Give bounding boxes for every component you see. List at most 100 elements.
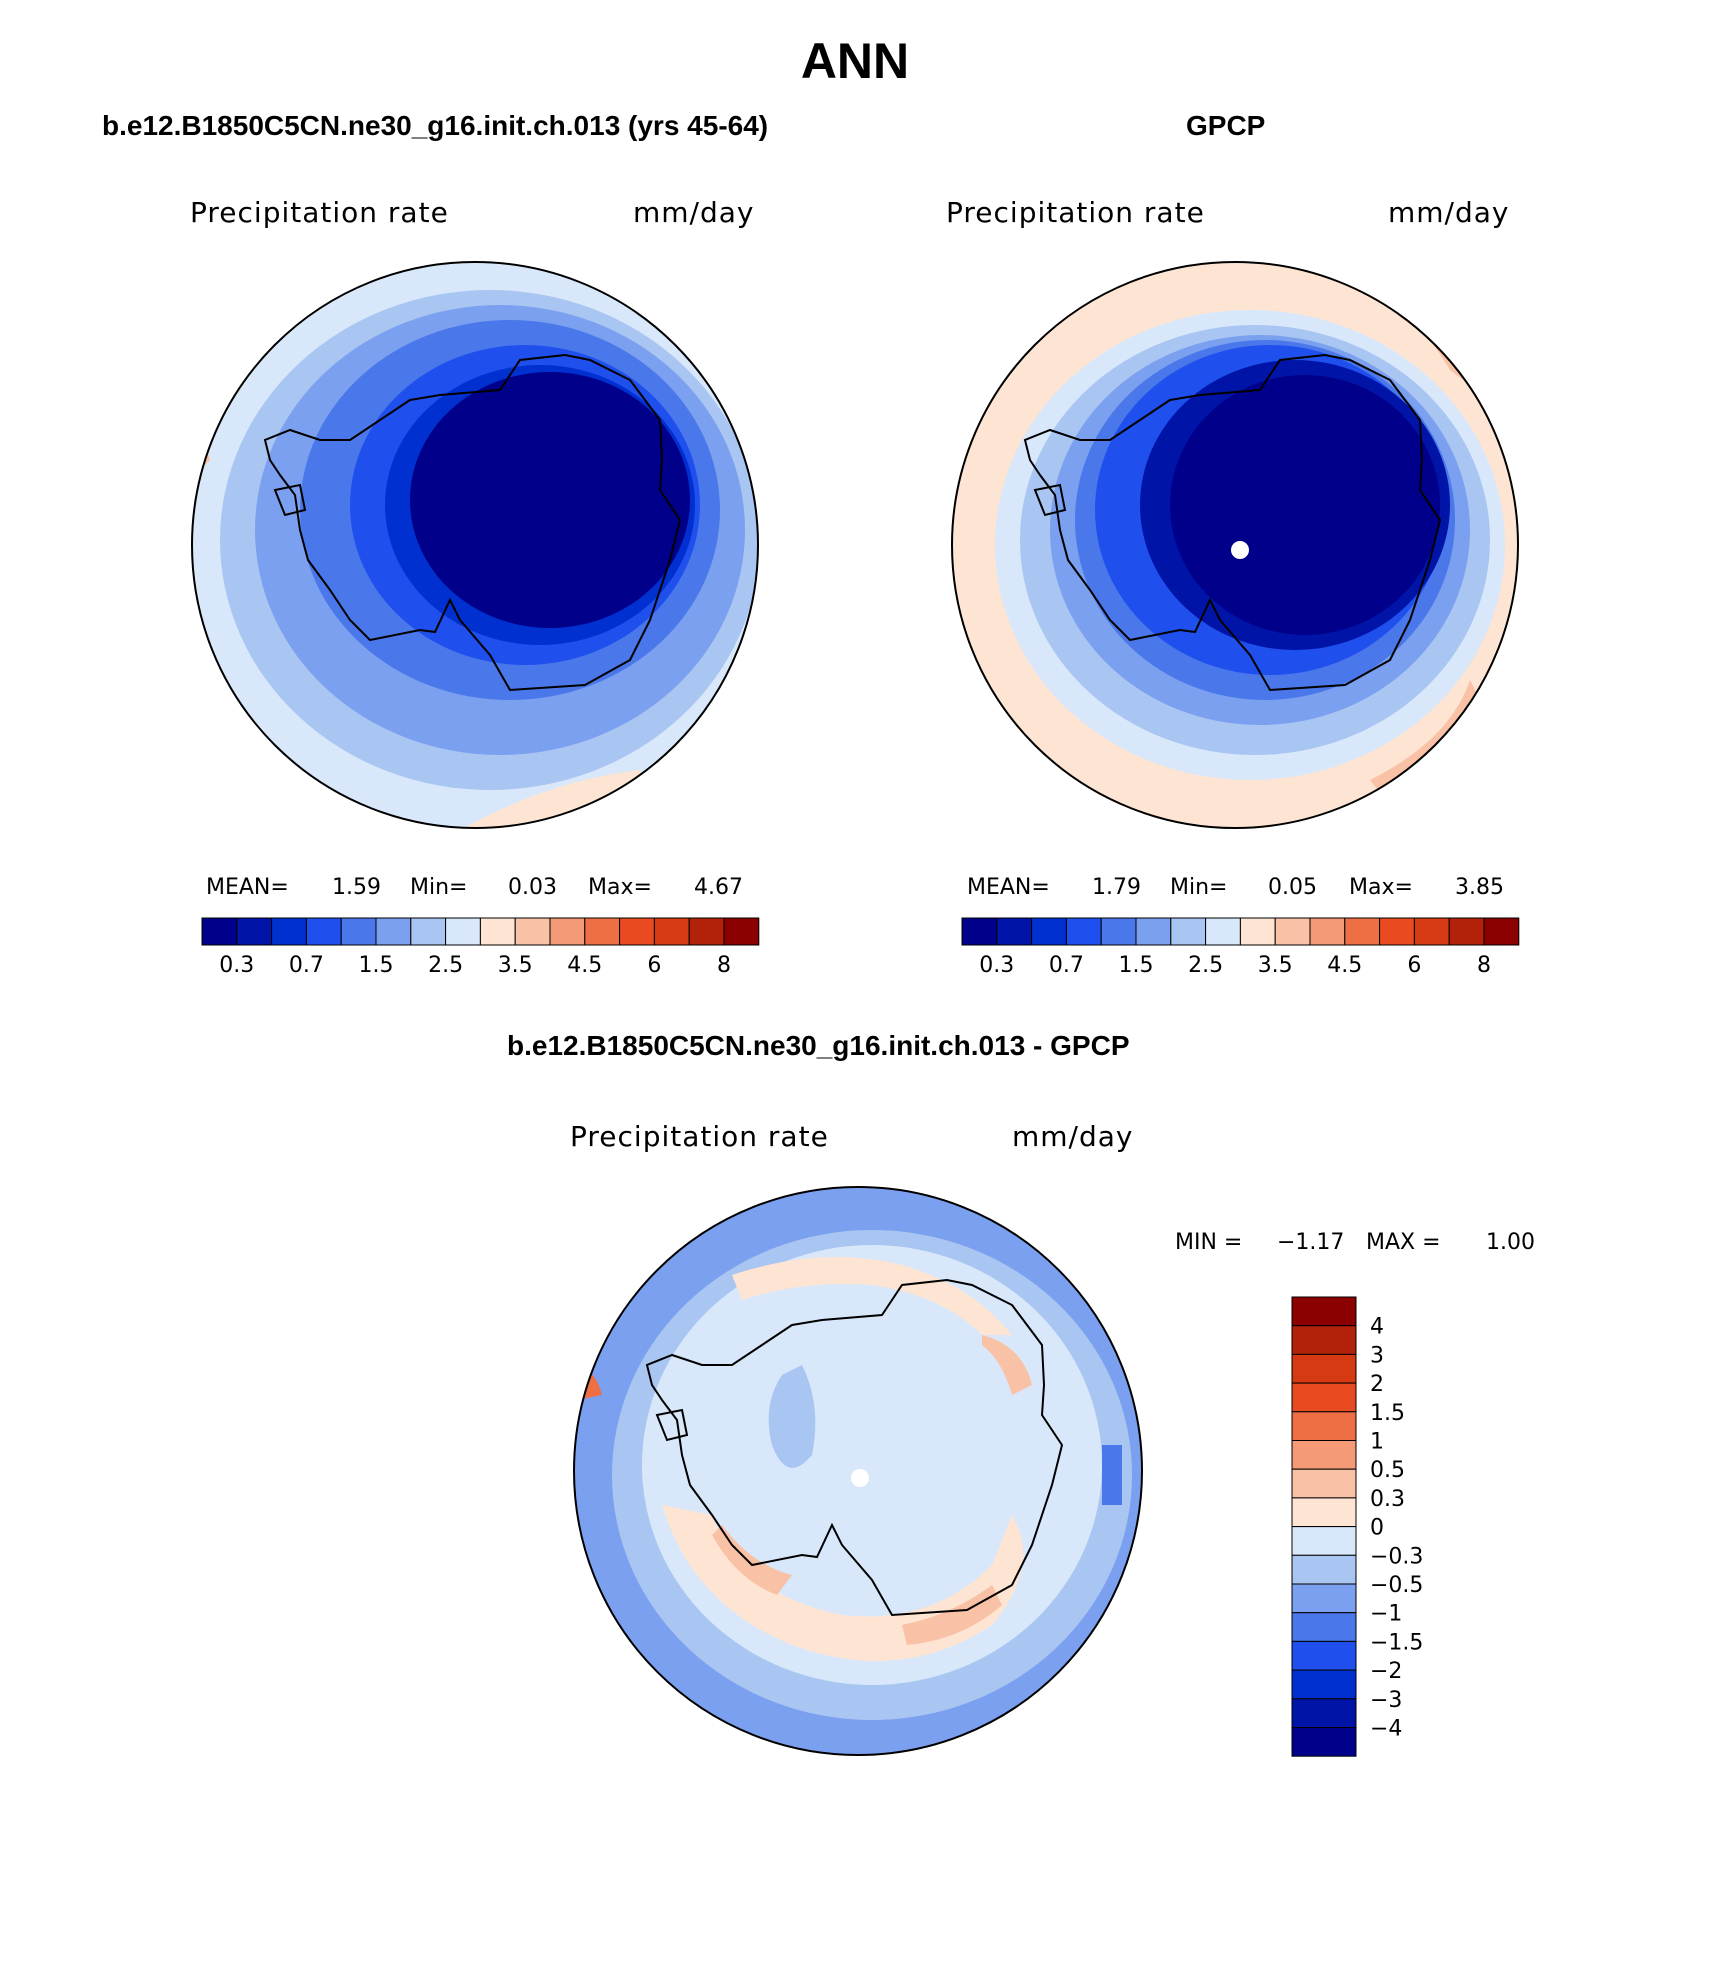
colorbar-tick-label: 4.5 bbox=[1327, 953, 1362, 978]
colorbar-cell bbox=[271, 917, 307, 946]
panel-1-max-value: 4.67 bbox=[694, 875, 743, 900]
colorbar-cell bbox=[1031, 917, 1067, 946]
colorbar-cell bbox=[1291, 1526, 1357, 1556]
diff-band-0-3 bbox=[982, 1335, 1032, 1395]
colorbar-cell bbox=[1291, 1612, 1357, 1642]
map-border bbox=[951, 261, 1519, 829]
colorbar-tick-label: −0.3 bbox=[1370, 1544, 1423, 1569]
colorbar-cell bbox=[1065, 917, 1102, 946]
colorbar-cell bbox=[1291, 1382, 1357, 1413]
panel-2-max-value: 3.85 bbox=[1455, 875, 1504, 900]
colorbar-tick-label: −4 bbox=[1370, 1717, 1402, 1742]
panel-1-colorbar: 0.3 0.7 1.5 2.5 3.5 4.5 6 8 bbox=[201, 917, 760, 978]
panel-2-colorbar: 0.3 0.7 1.5 2.5 3.5 4.5 6 8 bbox=[961, 917, 1520, 978]
colorbar-cell bbox=[1309, 917, 1346, 946]
colorbar-tick-label: 2.5 bbox=[428, 953, 463, 978]
colorbar-cell bbox=[1448, 917, 1485, 946]
precip-band-0-3 bbox=[410, 372, 690, 628]
colorbar-cell bbox=[479, 917, 516, 946]
colorbar-cell bbox=[1170, 917, 1207, 946]
colorbar-cell bbox=[1291, 1583, 1357, 1614]
colorbar-tick-label: 2 bbox=[1370, 1372, 1384, 1397]
colorbar-tick-label: 1 bbox=[1370, 1430, 1384, 1455]
colorbar-cell bbox=[1413, 917, 1450, 946]
colorbar-tick-label: 0.3 bbox=[979, 953, 1014, 978]
panel-2-polar-map bbox=[951, 261, 1519, 829]
colorbar-cell bbox=[1291, 1727, 1357, 1757]
colorbar-tick-label: 1.5 bbox=[1370, 1401, 1405, 1426]
colorbar-cell bbox=[340, 917, 377, 946]
colorbar-cell bbox=[688, 917, 725, 946]
colorbar-cell bbox=[305, 917, 342, 946]
colorbar-tick-label: 3 bbox=[1370, 1343, 1384, 1368]
colorbar-cell bbox=[723, 917, 760, 946]
panel-3-min-label: MIN = bbox=[1175, 1230, 1243, 1255]
precip-band-0-1 bbox=[1170, 375, 1440, 635]
colorbar-cell bbox=[201, 917, 238, 946]
colorbar-cell bbox=[1344, 917, 1381, 946]
colorbar-cell bbox=[1135, 917, 1172, 946]
colorbar-tick-label: −3 bbox=[1370, 1688, 1402, 1713]
ice-shelf-outline bbox=[655, 1408, 689, 1442]
colorbar-cell bbox=[1291, 1640, 1357, 1671]
panel-3-min-value: −1.17 bbox=[1277, 1230, 1345, 1255]
panel-2-variable: Precipitation rate bbox=[946, 196, 1205, 229]
panel-3-units: mm/day bbox=[1012, 1120, 1134, 1153]
panel-3-max-value: 1.00 bbox=[1486, 1230, 1535, 1255]
colorbar-tick-label: 0 bbox=[1370, 1516, 1384, 1541]
antarctica-coastline bbox=[645, 1278, 1064, 1617]
colorbar-tick-label: 1.5 bbox=[359, 953, 394, 978]
panel-1-variable: Precipitation rate bbox=[190, 196, 449, 229]
colorbar-cell bbox=[961, 917, 998, 946]
colorbar-cell bbox=[1291, 1497, 1357, 1528]
colorbar-tick-label: −1.5 bbox=[1370, 1630, 1423, 1655]
colorbar-cell bbox=[1291, 1353, 1357, 1384]
colorbar-cell bbox=[1291, 1554, 1357, 1585]
colorbar-tick-label: 8 bbox=[1477, 953, 1491, 978]
panel-3-polar-map bbox=[573, 1186, 1143, 1756]
colorbar-tick-label: −2 bbox=[1370, 1659, 1402, 1684]
colorbar-cell bbox=[1239, 917, 1276, 946]
colorbar-tick-label: 4 bbox=[1370, 1315, 1384, 1340]
colorbar-tick-label: 4.5 bbox=[567, 953, 602, 978]
colorbar-cell bbox=[1205, 917, 1241, 946]
colorbar-tick-label: 0.3 bbox=[219, 953, 254, 978]
colorbar-tick-label: 6 bbox=[1407, 953, 1421, 978]
diff-band-0 bbox=[732, 1257, 1012, 1335]
panel-3-title: b.e12.B1850C5CN.ne30_g16.init.ch.013 - G… bbox=[507, 1030, 1130, 1061]
panel-2-mean-value: 1.79 bbox=[1092, 875, 1141, 900]
panel-1-polar-map bbox=[191, 261, 759, 829]
colorbar-cell bbox=[1291, 1296, 1357, 1327]
colorbar-cell bbox=[1291, 1411, 1357, 1442]
diff-band-neg-1-5 bbox=[1102, 1445, 1122, 1505]
colorbar-tick-label: 6 bbox=[647, 953, 661, 978]
colorbar-cell bbox=[445, 917, 481, 946]
ice-shelf-outline bbox=[1033, 483, 1067, 517]
colorbar-cell bbox=[1379, 917, 1415, 946]
colorbar-tick-label: 0.3 bbox=[1370, 1487, 1405, 1512]
panel-2-units: mm/day bbox=[1388, 196, 1510, 229]
precip-band-3 bbox=[1370, 680, 1490, 805]
colorbar-tick-label: −1 bbox=[1370, 1602, 1402, 1627]
panel-2-mean-label: MEAN= bbox=[967, 875, 1050, 900]
panel-2-min-label: Min= bbox=[1170, 875, 1228, 900]
colorbar-cell bbox=[653, 917, 690, 946]
colorbar-cell bbox=[514, 917, 551, 946]
colorbar-cell bbox=[1100, 917, 1137, 946]
panel-1-mean-value: 1.59 bbox=[332, 875, 381, 900]
colorbar-tick-label: 2.5 bbox=[1188, 953, 1223, 978]
colorbar-cell bbox=[1291, 1325, 1357, 1355]
antarctica-coastline bbox=[1023, 353, 1442, 692]
colorbar-cell bbox=[1483, 917, 1520, 946]
colorbar-cell bbox=[1291, 1468, 1357, 1499]
colorbar-tick-label: 3.5 bbox=[1258, 953, 1293, 978]
panel-3-max-label: MAX = bbox=[1366, 1230, 1441, 1255]
map-border bbox=[191, 261, 759, 829]
panel-2-max-label: Max= bbox=[1349, 875, 1413, 900]
colorbar-cell bbox=[1291, 1669, 1357, 1700]
colorbar-cell bbox=[619, 917, 655, 946]
colorbar-tick-label: 1.5 bbox=[1119, 953, 1154, 978]
panel-2-title: GPCP bbox=[1186, 110, 1266, 141]
missing-data-pole bbox=[851, 1469, 869, 1487]
diff-band-neg-0-5 bbox=[768, 1365, 816, 1468]
